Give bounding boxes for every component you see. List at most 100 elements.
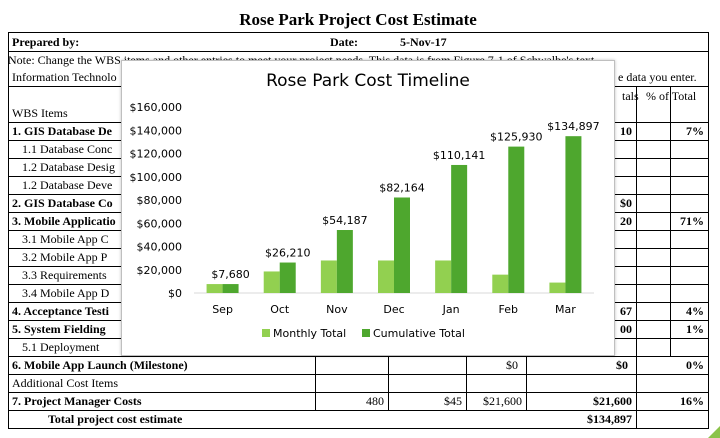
milestone-subtotal: $0 bbox=[506, 358, 518, 372]
wbs-row-label: 1. GIS Database De bbox=[12, 124, 113, 138]
pm-total: $21,600 bbox=[593, 394, 632, 408]
cumulative-total-bar bbox=[279, 262, 296, 293]
wbs-row-total: 20 bbox=[620, 214, 632, 228]
y-tick-label: $160,000 bbox=[130, 101, 183, 114]
wbs-row-pct: 71% bbox=[680, 214, 704, 228]
wbs-row-label: 5.1 Deployment bbox=[22, 340, 100, 354]
wbs-row-label: 3.2 Mobile App P bbox=[22, 250, 108, 264]
info-left-text: Information Technolo bbox=[12, 70, 117, 84]
wbs-row-label: 1.2 Database Deve bbox=[22, 178, 113, 192]
grid-line bbox=[8, 410, 708, 411]
legend-entry: Monthly Total bbox=[273, 327, 346, 340]
chart-title: Rose Park Cost Timeline bbox=[266, 71, 470, 91]
x-category-label: Nov bbox=[326, 303, 348, 316]
cumulative-total-bar bbox=[451, 164, 468, 293]
cumulative-total-bar bbox=[222, 284, 239, 293]
x-category-label: Jan bbox=[442, 303, 460, 316]
grid-line bbox=[8, 374, 708, 375]
cumulative-data-label: $82,164 bbox=[379, 181, 425, 194]
y-tick-label: $80,000 bbox=[137, 194, 183, 207]
pm-rate[interactable]: $45 bbox=[444, 394, 462, 408]
monthly-total-bar bbox=[435, 260, 452, 293]
date-value[interactable]: 5-Nov-17 bbox=[400, 35, 447, 49]
cumulative-total-bar bbox=[508, 146, 525, 293]
grid-line bbox=[388, 356, 389, 410]
wbs-row-pct: 4% bbox=[686, 304, 704, 318]
wbs-row-pct: 1% bbox=[686, 322, 704, 336]
legend-entry: Cumulative Total bbox=[373, 327, 465, 340]
monthly-total-bar bbox=[378, 260, 394, 293]
wbs-row-pct: 7% bbox=[686, 124, 704, 138]
pm-pct: 16% bbox=[680, 394, 704, 408]
grand-total-label: Total project cost estimate bbox=[48, 412, 183, 426]
x-category-label: Sep bbox=[212, 303, 233, 316]
grid-line bbox=[670, 86, 671, 356]
x-category-label: Dec bbox=[383, 303, 404, 316]
cumulative-data-label: $110,141 bbox=[433, 149, 486, 162]
y-tick-label: $120,000 bbox=[130, 148, 183, 161]
cumulative-data-label: $26,210 bbox=[265, 247, 311, 260]
pm-costs-label: 7. Project Manager Costs bbox=[12, 394, 142, 408]
monthly-total-bar bbox=[206, 284, 223, 293]
monthly-total-bar bbox=[263, 271, 280, 293]
slide-corner-arrow-icon bbox=[708, 426, 720, 438]
wbs-row-label: 5. System Fielding bbox=[12, 322, 106, 336]
monthly-total-bar bbox=[549, 282, 566, 293]
cost-timeline-chart[interactable]: Rose Park Cost Timeline $0 $20,000 $40,000… bbox=[121, 60, 615, 356]
x-category-label: Feb bbox=[499, 303, 518, 316]
header-pct-total: % of Total bbox=[646, 89, 697, 103]
monthly-total-bar bbox=[320, 260, 337, 293]
grid-line bbox=[466, 356, 467, 410]
cumulative-data-label: $134,897 bbox=[547, 120, 600, 133]
wbs-row-label: 3.4 Mobile App D bbox=[22, 286, 110, 300]
grid-line bbox=[8, 392, 708, 393]
y-tick-label: $140,000 bbox=[130, 124, 183, 137]
date-label: Date: bbox=[330, 35, 358, 49]
milestone-label: 6. Mobile App Launch (Milestone) bbox=[12, 358, 188, 372]
y-tick-label: $40,000 bbox=[137, 241, 183, 254]
cumulative-total-bar bbox=[336, 230, 353, 293]
cumulative-total-bar bbox=[565, 136, 582, 293]
grid-line bbox=[8, 32, 9, 429]
wbs-row-label: 3. Mobile Applicatio bbox=[12, 214, 116, 228]
cumulative-data-label: $7,680 bbox=[211, 268, 250, 281]
additional-cost-label: Additional Cost Items bbox=[12, 376, 118, 390]
x-category-label: Mar bbox=[555, 303, 576, 316]
prepared-by-label: Prepared by: bbox=[12, 35, 80, 49]
cumulative-total-bar bbox=[394, 197, 410, 293]
milestone-pct: 0% bbox=[686, 358, 704, 372]
wbs-row-label: 4. Acceptance Testi bbox=[12, 304, 109, 318]
cumulative-data-label: $125,930 bbox=[490, 131, 543, 144]
cumulative-data-label: $54,187 bbox=[322, 214, 368, 227]
chart-plot: $0 $20,000 $40,000 $60,000 $80,000 $100,000 $1… bbox=[130, 101, 600, 340]
wbs-row-total: 67 bbox=[620, 304, 632, 318]
monthly-total-bar bbox=[492, 274, 509, 293]
grid-line bbox=[526, 356, 527, 410]
wbs-row-label: 3.1 Mobile App C bbox=[22, 232, 109, 246]
pm-units[interactable]: 480 bbox=[366, 394, 384, 408]
grid-line bbox=[8, 51, 708, 52]
milestone-total: $0 bbox=[616, 358, 628, 372]
y-tick-label: $0 bbox=[168, 287, 182, 300]
grid-line bbox=[708, 32, 709, 429]
header-totals: tals bbox=[622, 89, 639, 103]
legend-cumulative-swatch bbox=[362, 329, 370, 337]
grid-line bbox=[315, 356, 316, 410]
y-tick-label: $20,000 bbox=[137, 264, 183, 277]
info-right-text: e data you enter. bbox=[618, 70, 697, 84]
wbs-row-label: 3.3 Requirements bbox=[22, 268, 107, 282]
wbs-items-header: WBS Items bbox=[12, 106, 68, 120]
y-tick-label: $100,000 bbox=[130, 171, 183, 184]
wbs-row-total: $0 bbox=[620, 196, 632, 210]
wbs-row-label: 2. GIS Database Co bbox=[12, 196, 113, 210]
legend-monthly-swatch bbox=[262, 329, 270, 337]
y-tick-label: $60,000 bbox=[137, 217, 183, 230]
wbs-row-label: 1.2 Database Desig bbox=[22, 160, 115, 174]
grand-total-value: $134,897 bbox=[587, 412, 632, 426]
grid-line bbox=[8, 32, 708, 33]
wbs-row-label: 1.1 Database Conc bbox=[22, 142, 113, 156]
wbs-row-total: 00 bbox=[620, 322, 632, 336]
grid-line bbox=[636, 86, 637, 429]
pm-subtotal: $21,600 bbox=[483, 394, 522, 408]
x-category-label: Oct bbox=[270, 303, 290, 316]
